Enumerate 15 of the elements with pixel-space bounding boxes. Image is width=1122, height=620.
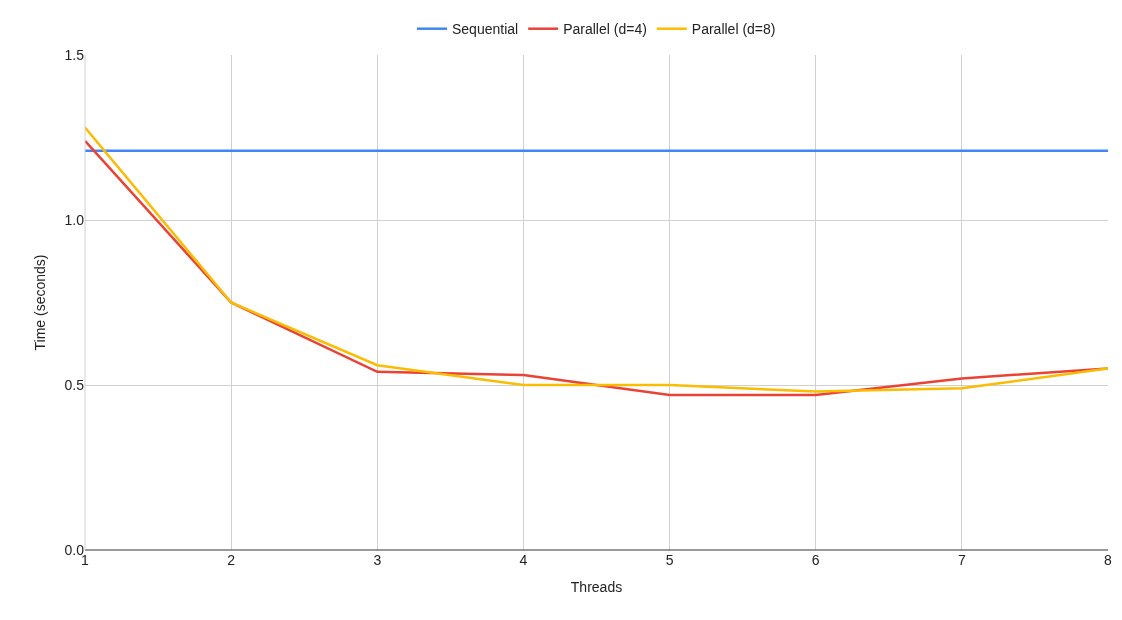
y-axis-title: Time (seconds) xyxy=(32,254,49,351)
x-axis-title: Threads xyxy=(570,579,623,596)
x-tick-label: 2 xyxy=(227,552,236,568)
y-tick-label: 0.5 xyxy=(64,376,85,393)
x-tick-label: 8 xyxy=(1104,552,1113,568)
x-tick-label: 6 xyxy=(811,552,820,568)
y-tick-label: 1.0 xyxy=(64,211,85,228)
legend-label: Sequential xyxy=(452,21,519,38)
legend-label: Parallel (d=8) xyxy=(691,21,776,38)
x-tick-label: 4 xyxy=(519,552,528,568)
y-tick-label: 1.5 xyxy=(64,46,85,63)
x-tick-label: 7 xyxy=(957,552,966,568)
legend-label: Parallel (d=4) xyxy=(563,21,647,38)
x-tick-label: 5 xyxy=(665,552,674,568)
x-tick-label: 3 xyxy=(373,552,382,568)
